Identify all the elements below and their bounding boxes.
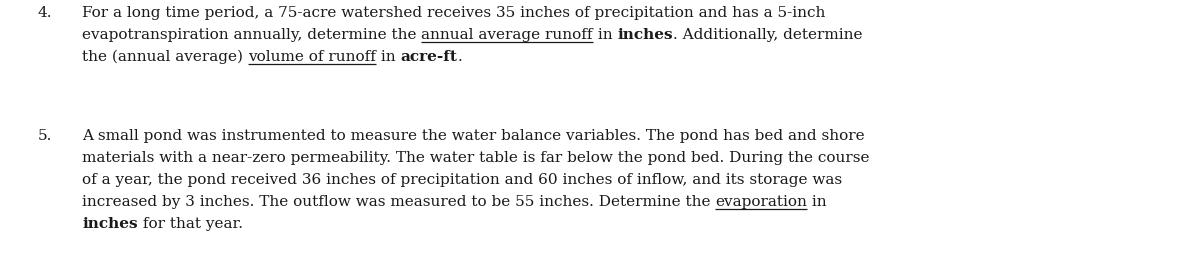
- Text: inches: inches: [82, 217, 138, 231]
- Text: in: in: [376, 50, 401, 64]
- Text: for that year.: for that year.: [138, 217, 242, 231]
- Text: of a year, the pond received 36 inches of precipitation and 60 inches of inflow,: of a year, the pond received 36 inches o…: [82, 173, 842, 187]
- Text: 5.: 5.: [38, 129, 53, 143]
- Text: 4.: 4.: [38, 6, 53, 20]
- Text: inches: inches: [617, 28, 673, 42]
- Text: in: in: [808, 195, 827, 209]
- Text: evapotranspiration annually, determine the: evapotranspiration annually, determine t…: [82, 28, 421, 42]
- Text: materials with a near-zero permeability. The water table is far below the pond b: materials with a near-zero permeability.…: [82, 151, 870, 165]
- Text: the (annual average): the (annual average): [82, 50, 248, 64]
- Text: .: .: [457, 50, 462, 64]
- Text: . Additionally, determine: . Additionally, determine: [673, 28, 863, 42]
- Text: volume of runoff: volume of runoff: [248, 50, 376, 64]
- Text: increased by 3 inches. The outflow was measured to be 55 inches. Determine the: increased by 3 inches. The outflow was m…: [82, 195, 715, 209]
- Text: evaporation: evaporation: [715, 195, 808, 209]
- Text: acre-ft: acre-ft: [401, 50, 457, 64]
- Text: in: in: [593, 28, 617, 42]
- Text: For a long time period, a 75-acre watershed receives 35 inches of precipitation : For a long time period, a 75-acre waters…: [82, 6, 826, 20]
- Text: annual average runoff: annual average runoff: [421, 28, 593, 42]
- Text: A small pond was instrumented to measure the water balance variables. The pond h: A small pond was instrumented to measure…: [82, 129, 865, 143]
